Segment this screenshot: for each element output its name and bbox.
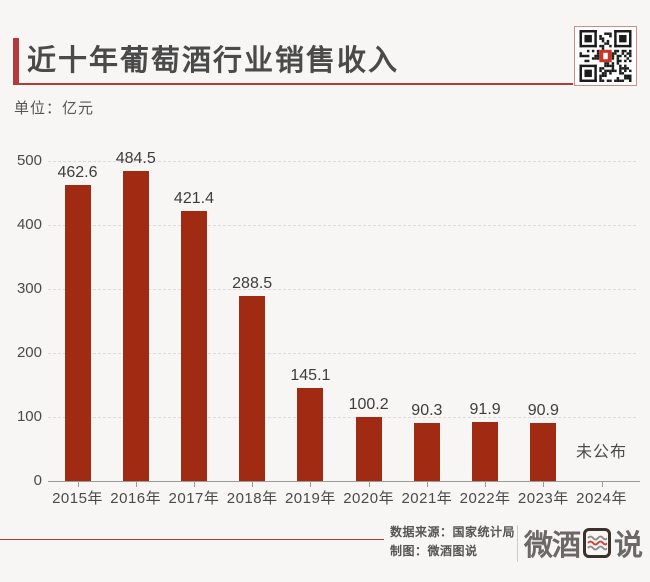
title-underline — [13, 83, 573, 85]
bar — [297, 388, 324, 481]
bar — [413, 423, 440, 481]
page-title: 近十年葡萄酒行业销售收入 — [27, 45, 400, 77]
footer-accent-line — [0, 539, 384, 540]
gridline — [48, 289, 636, 290]
data-source-text: 数据来源：国家统计局 — [390, 525, 516, 539]
x-axis-tick — [368, 482, 370, 487]
x-axis-tick — [77, 482, 79, 487]
y-axis-label: 0 — [33, 472, 42, 489]
bar-value-label: 90.3 — [411, 402, 443, 419]
bar — [530, 423, 557, 481]
bar-value-label: 91.9 — [469, 401, 501, 418]
x-axis-tick — [601, 482, 603, 487]
logo-wave-icon — [583, 528, 612, 558]
x-axis-line — [48, 481, 640, 482]
bar-value-label: 484.5 — [115, 150, 156, 167]
x-axis-label: 2016年 — [110, 490, 162, 507]
y-axis-label: 500 — [16, 152, 42, 169]
y-axis-label: 300 — [16, 280, 42, 297]
x-axis-label: 2015年 — [52, 490, 103, 507]
footer-divider — [517, 525, 518, 562]
bar — [239, 296, 266, 481]
x-axis-label: 2022年 — [459, 490, 511, 507]
bar-value-label: 462.6 — [57, 164, 98, 181]
gridline — [48, 225, 636, 226]
missing-value-label: 未公布 — [576, 444, 628, 461]
qr-code — [574, 26, 637, 86]
bar — [472, 422, 499, 481]
footer-credits: 数据来源：国家统计局 制图：微酒图说 — [390, 523, 515, 561]
unit-label: 单位：亿元 — [14, 100, 95, 117]
x-axis-tick — [135, 482, 137, 487]
title-accent-bar — [13, 38, 19, 85]
bar-value-label: 145.1 — [290, 367, 331, 384]
x-axis-tick — [485, 482, 487, 487]
bar-value-label: 288.5 — [232, 275, 273, 292]
bar — [180, 211, 207, 481]
gridline — [48, 417, 636, 418]
x-axis-label: 2019年 — [284, 490, 336, 507]
bar — [122, 171, 149, 481]
x-axis-tick — [543, 482, 545, 487]
y-axis-label: 400 — [16, 216, 42, 233]
gridline — [48, 353, 636, 354]
bar — [64, 185, 91, 481]
bar-value-label: 90.9 — [527, 402, 559, 419]
x-axis-tick — [310, 482, 312, 487]
x-axis-tick — [426, 482, 428, 487]
bar — [355, 417, 382, 481]
x-axis-label: 2021年 — [401, 490, 453, 507]
gridline — [48, 161, 636, 162]
x-axis-tick — [193, 482, 195, 487]
y-axis-label: 100 — [16, 408, 42, 425]
logo-text-right: 说 — [614, 530, 643, 562]
y-axis-label: 200 — [16, 344, 42, 361]
brand-logo: 微酒 说 — [524, 524, 643, 562]
x-axis-label: 2018年 — [226, 490, 278, 507]
bar-value-label: 421.4 — [173, 190, 214, 207]
x-axis-tick — [252, 482, 254, 487]
logo-text-left: 微酒 — [524, 530, 581, 562]
bar-value-label: 100.2 — [348, 396, 389, 413]
x-axis-label: 2023年 — [517, 490, 569, 507]
x-axis-label: 2017年 — [168, 490, 220, 507]
x-axis-label: 2024年 — [576, 490, 627, 507]
credit-text: 制图：微酒图说 — [390, 544, 478, 558]
x-axis-label: 2020年 — [343, 490, 395, 507]
